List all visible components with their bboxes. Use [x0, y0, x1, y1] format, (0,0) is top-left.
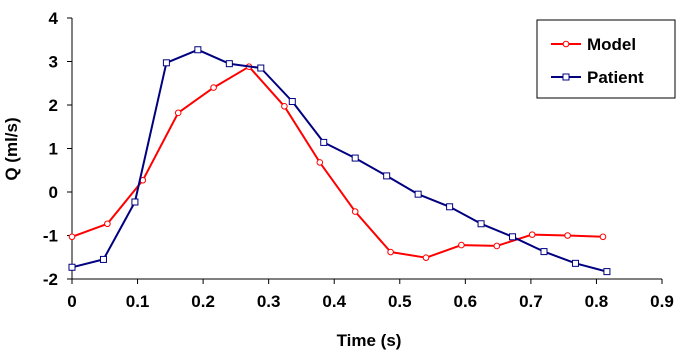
data-point-patient	[68, 263, 76, 271]
data-point-patient	[571, 259, 579, 267]
data-point-patient	[509, 233, 517, 241]
data-point-patient	[288, 98, 296, 106]
data-point-model	[174, 109, 182, 117]
y-tick-label: 3	[49, 53, 58, 72]
data-point-model	[68, 233, 76, 241]
x-tick-label: 0.1	[126, 292, 150, 311]
y-tick-label: -2	[43, 270, 58, 289]
data-point-patient	[131, 198, 139, 206]
legend-label-model: Model	[587, 35, 636, 54]
x-tick-label: 0.5	[388, 292, 412, 311]
data-point-model	[316, 159, 324, 166]
data-point-model	[104, 220, 111, 228]
data-point-patient	[99, 255, 107, 263]
data-point-model	[210, 84, 217, 91]
data-point-patient	[540, 248, 548, 256]
legend-label-patient: Patient	[587, 68, 644, 87]
data-point-patient	[446, 203, 454, 211]
series-model	[68, 63, 607, 261]
y-tick-label: -1	[43, 227, 58, 246]
y-tick-label: 4	[49, 9, 59, 28]
data-point-model	[528, 231, 536, 238]
data-point-patient	[383, 172, 391, 180]
data-point-model	[387, 248, 394, 256]
x-tick-label: 0.9	[650, 292, 674, 311]
x-axis-title: Time (s)	[337, 331, 402, 350]
data-point-patient	[351, 154, 359, 162]
data-point-patient	[414, 190, 422, 198]
data-point-model	[458, 241, 465, 249]
x-tick-label: 0.4	[322, 292, 346, 311]
data-point-patient	[225, 60, 233, 68]
x-tick-label: 0.7	[519, 292, 543, 311]
data-point-model	[422, 254, 430, 261]
y-tick-label: 2	[49, 96, 58, 115]
legend: Model Patient	[536, 19, 676, 99]
x-tick-label: 0.3	[257, 292, 281, 311]
data-point-model	[564, 232, 571, 239]
data-point-patient	[603, 268, 611, 276]
series-line-model	[71, 65, 604, 259]
legend-marker-patient	[562, 73, 570, 81]
series-line-patient	[71, 48, 608, 273]
tick-labels: 0 0.1 0.2 0.3 0.4 0.5 0.6 0.7 0.8 0.9 4 3 2 1 0 -1 -2	[43, 9, 674, 311]
y-tick-label: 0	[49, 183, 58, 202]
data-point-model	[351, 208, 359, 215]
series-patient	[68, 46, 611, 276]
y-axis-title: Q (ml/s)	[2, 117, 21, 180]
series-layer	[68, 46, 611, 276]
legend-marker-model	[562, 40, 570, 48]
data-point-model	[599, 233, 607, 241]
data-point-patient	[477, 220, 485, 228]
legend-box	[536, 19, 676, 99]
data-point-model	[281, 103, 288, 110]
data-point-model	[493, 242, 501, 250]
data-point-patient	[194, 46, 202, 54]
data-point-patient	[320, 138, 328, 146]
x-tick-label: 0.2	[191, 292, 215, 311]
data-point-patient	[257, 64, 265, 72]
x-tick-label: 0	[67, 292, 76, 311]
x-tick-label: 0.8	[585, 292, 609, 311]
y-tick-label: 1	[49, 140, 58, 159]
x-tick-label: 0.6	[454, 292, 478, 311]
data-point-patient	[162, 59, 170, 67]
